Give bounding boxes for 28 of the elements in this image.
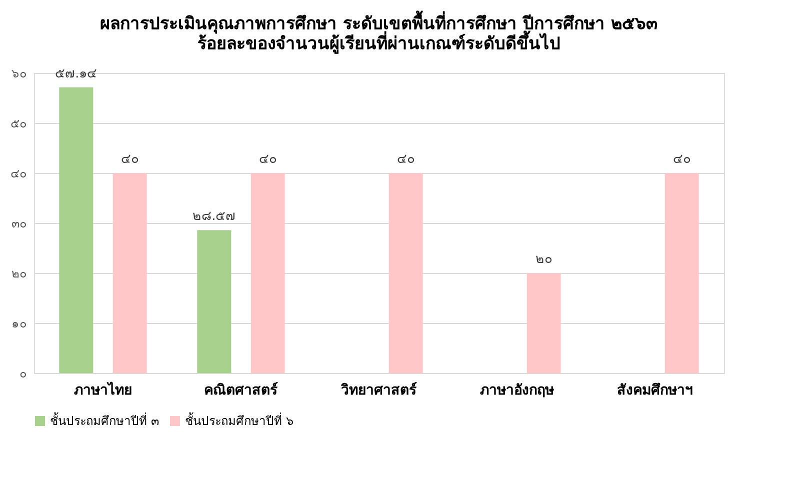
x-tick-label: ภาษาไทย xyxy=(74,380,132,398)
data-label: ๔๐ xyxy=(396,152,415,167)
data-label: ๔๐ xyxy=(120,152,139,167)
x-tick-label: สังคมศึกษาฯ xyxy=(617,382,693,398)
x-tick-label: ภาษาอังกฤษ xyxy=(480,382,554,398)
data-label: ๕๗.๑๔ xyxy=(55,66,98,82)
y-tick-label: ๑๐ xyxy=(12,316,26,330)
bar xyxy=(250,173,285,373)
bar xyxy=(197,230,232,373)
y-tick-label: ๒๐ xyxy=(12,266,26,280)
y-tick-label: ๓๐ xyxy=(12,216,26,230)
legend-label: ชั้นประถมศึกษาปีที่ ๖ xyxy=(185,412,294,428)
x-tick-label: วิทยาศาสตร์ xyxy=(340,382,417,398)
y-tick-label: ๖๐ xyxy=(12,66,26,80)
y-tick-label: ๔๐ xyxy=(10,166,26,180)
bar xyxy=(59,87,94,373)
data-label: ๒๘.๕๗ xyxy=(192,209,236,224)
bar xyxy=(388,173,423,373)
bar xyxy=(526,273,561,373)
data-label: ๔๐ xyxy=(672,152,691,167)
data-label: ๔๐ xyxy=(258,152,277,167)
bar xyxy=(112,173,147,373)
bar xyxy=(664,173,699,373)
y-tick-label: ๕๐ xyxy=(10,116,26,130)
y-tick-label: ๐ xyxy=(20,366,26,380)
legend-label: ชั้นประถมศึกษาปีที่ ๓ xyxy=(50,412,159,428)
x-tick-label: คณิตศาสตร์ xyxy=(204,382,278,398)
data-label: ๒๐ xyxy=(535,252,552,267)
